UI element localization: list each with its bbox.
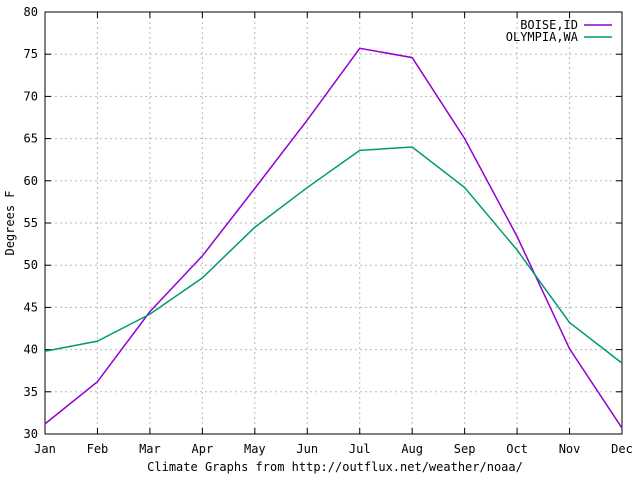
y-tick-label: 45 [24,300,38,314]
legend-label: BOISE,ID [520,18,578,32]
x-tick-label: Jan [34,442,56,456]
series-line-boise-id [44,47,623,429]
y-tick-label: 55 [24,216,38,230]
x-tick-label: Oct [506,442,528,456]
x-tick-label: Aug [401,442,423,456]
y-tick-label: 60 [24,174,38,188]
x-tick-label: Apr [192,442,214,456]
x-tick-label: May [244,442,266,456]
chart-caption: Climate Graphs from http://outflux.net/w… [147,460,523,474]
x-tick-label: Dec [611,442,633,456]
y-tick-label: 80 [24,5,38,19]
y-tick-label: 65 [24,132,38,146]
x-tick-label: Jul [349,442,371,456]
x-tick-label: Sep [454,442,476,456]
y-tick-label: 50 [24,258,38,272]
legend-label: OLYMPIA,WA [506,30,579,44]
y-tick-label: 75 [24,47,38,61]
series-line-olympia-wa [44,146,623,364]
x-tick-label: Feb [87,442,109,456]
x-tick-label: Nov [559,442,581,456]
y-tick-label: 70 [24,89,38,103]
x-tick-label: Jun [296,442,318,456]
y-tick-label: 40 [24,343,38,357]
y-tick-label: 35 [24,385,38,399]
x-tick-label: Mar [139,442,161,456]
y-axis-title: Degrees F [3,190,17,256]
y-tick-label: 30 [24,427,38,441]
